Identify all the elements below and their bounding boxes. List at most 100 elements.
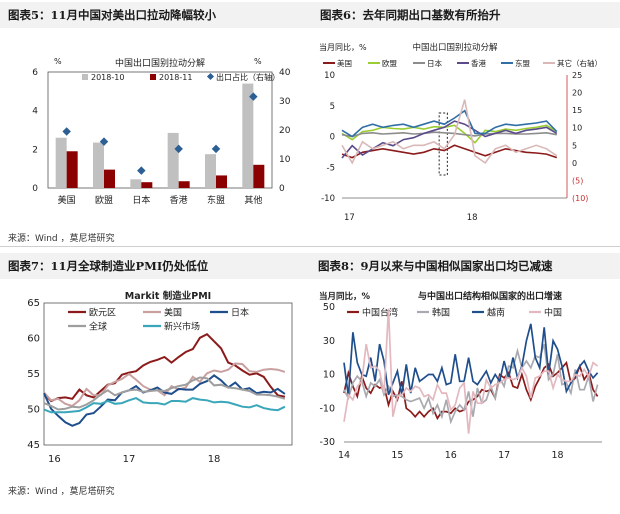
left-tick-label: 4 [32, 107, 38, 117]
legend-swatch [82, 74, 88, 80]
y-tick-label: 50 [27, 405, 40, 416]
bottom-title-band: 图表7：11月全球制造业PMI仍处低位 图表8：9月以来与中国相似国家出口均已减… [0, 253, 620, 279]
fig8-ylabel: 当月同比，% [319, 291, 371, 302]
left-unit-label: % [54, 57, 62, 66]
legend-label: 东盟 [515, 58, 530, 68]
right-unit-label: % [254, 57, 262, 66]
y-tick-label: 45 [27, 440, 40, 451]
right-tick-label: 25 [572, 71, 582, 80]
bar-2018-10 [167, 132, 179, 188]
fig6-title: 图表6：去年同期出口基数有所抬升 [320, 8, 501, 22]
bar-2018-10 [130, 179, 142, 188]
left-tick-label: -5 [327, 163, 335, 173]
plot-frame [47, 71, 273, 189]
category-label: 东盟 [207, 194, 225, 206]
right-tick-label: 20 [572, 89, 582, 98]
bar-2018-11 [104, 169, 115, 188]
share-marker [137, 166, 146, 175]
y-tick-label: 10 [323, 370, 335, 381]
series-line [43, 362, 286, 408]
legend-label: 香港 [471, 58, 486, 68]
left-tick-label: 2 [32, 145, 38, 155]
bar-2018-11 [178, 181, 190, 188]
series-line [341, 131, 557, 138]
y-tick-label: -30 [319, 437, 335, 448]
category-label: 日本 [132, 194, 150, 206]
bottom-source: 来源：Wind ，莫尼塔研究 [8, 487, 115, 497]
series-line [43, 376, 286, 411]
series-line [341, 99, 558, 165]
x-tick-label: 18 [467, 213, 478, 223]
legend-label: 越南 [487, 307, 505, 319]
right-tick-label: 15 [572, 106, 582, 115]
legend-label: 其它（右轴） [557, 58, 602, 68]
legend-label: 2018-10 [91, 73, 124, 82]
bar-2018-10 [55, 137, 67, 188]
legend-label: 日本 [427, 58, 442, 68]
fig8-title: 图表8：9月以来与中国相似国家出口均已减速 [318, 259, 553, 273]
y-tick-label: -10 [319, 403, 335, 414]
fig6-chart: 当月同比，% 中国出口国别拉动分解 -10 -5 0 5 10 25 20 15 10 5 0 (5) (1… [319, 42, 602, 223]
right-tick-label: 10 [572, 124, 582, 133]
highlight-box [438, 112, 448, 176]
bar-2018-11 [141, 182, 153, 188]
bar-2018-10 [205, 154, 216, 188]
bar-2018-10 [93, 142, 104, 188]
series-line [343, 308, 599, 434]
left-tick-label: 5 [330, 102, 335, 112]
left-tick-label: 6 [32, 68, 38, 78]
left-tick-label: 0 [330, 133, 335, 143]
share-marker [211, 144, 221, 154]
legend-marker [206, 72, 215, 81]
fig7-title: 图表7：11月全球制造业PMI仍处低位 [8, 259, 209, 273]
bar-2018-11 [66, 151, 78, 188]
x-tick-label: 18 [208, 454, 221, 465]
series-line [341, 109, 558, 138]
right-tick-label: 0 [279, 184, 285, 194]
right-tick-label: 0 [572, 159, 577, 168]
y-tick-label: 50 [323, 302, 335, 313]
fig8-chart: 当月同比，% 与中国出口结构相似国家的出口增速 -30 -10 10 30 50 14 15 16… [319, 290, 602, 461]
fig8-chart-title: 与中国出口结构相似国家的出口增速 [418, 290, 562, 302]
legend-label: 2018-11 [159, 73, 192, 82]
right-tick-label: 5 [572, 141, 577, 150]
x-tick-label: 18 [551, 450, 563, 461]
left-tick-label: -10 [321, 194, 335, 204]
legend-label: 出口占比（右轴） [216, 72, 280, 82]
top-source: 来源：Wind ，莫尼塔研究 [8, 234, 115, 244]
legend-label: 韩国 [432, 307, 450, 319]
legend-label: 日本 [231, 307, 249, 319]
right-tick-label: 30 [279, 97, 291, 107]
fig6-ylabel: 当月同比，% [319, 42, 367, 52]
category-label: 其他 [244, 194, 262, 206]
fig5-title: 图表5：11月中国对美出口拉动降幅较小 [8, 8, 217, 22]
right-tick-label: 40 [279, 68, 291, 78]
series-line [343, 343, 599, 425]
x-tick-label: 17 [344, 213, 355, 223]
fig5-chart-title: 中国出口国别拉动分解 [115, 57, 205, 69]
fig7-chart-title: Markit 制造业PMI [125, 290, 211, 302]
legend-label: 全球 [89, 321, 107, 333]
legend-label: 欧元区 [89, 307, 116, 319]
left-tick-label: 0 [32, 184, 38, 194]
divider [0, 246, 620, 247]
category-label: 欧盟 [95, 194, 113, 206]
legend-label: 美国 [164, 307, 182, 319]
legend-label: 中国台湾 [362, 307, 398, 319]
x-tick-label: 14 [338, 450, 350, 461]
legend-label: 新兴市场 [164, 321, 200, 333]
y-tick-label: 60 [27, 334, 40, 345]
share-marker [62, 127, 71, 136]
y-tick-label: 65 [27, 298, 40, 309]
right-tick-label: (5) [572, 176, 583, 185]
share-marker [174, 144, 183, 154]
series-line [341, 144, 558, 159]
x-tick-label: 17 [498, 450, 510, 461]
fig6-chart-title: 中国出口国别拉动分解 [412, 42, 498, 53]
legend-label: 美国 [337, 58, 352, 68]
x-tick-label: 17 [123, 454, 136, 465]
fig5-chart: 中国出口国别拉动分解% % 0 2 4 6 0 10 20 30 40 2018-10 2018-11 出… [32, 57, 291, 206]
y-tick-label: 55 [27, 369, 40, 380]
x-tick-label: 16 [48, 454, 61, 465]
